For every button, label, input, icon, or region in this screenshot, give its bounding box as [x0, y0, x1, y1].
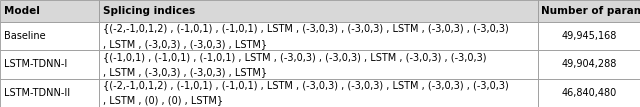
Bar	[99, 0, 538, 22]
Bar	[99, 22, 538, 50]
Text: Model: Model	[4, 6, 40, 16]
Text: LSTM-TDNN-I: LSTM-TDNN-I	[4, 59, 67, 69]
Text: {(-2,-1,0,1,2) , (-1,0,1) , (-1,0,1) , LSTM , (-3,0,3) , (-3,0,3) , LSTM , (-3,0: {(-2,-1,0,1,2) , (-1,0,1) , (-1,0,1) , L…	[103, 23, 509, 33]
Bar	[0, 79, 99, 107]
Bar	[538, 50, 640, 79]
Text: , LSTM , (-3,0,3) , (-3,0,3) , LSTM}: , LSTM , (-3,0,3) , (-3,0,3) , LSTM}	[103, 39, 267, 49]
Text: LSTM-TDNN-II: LSTM-TDNN-II	[4, 88, 70, 98]
Bar	[99, 79, 538, 107]
Text: 49,904,288: 49,904,288	[561, 59, 616, 69]
Text: Number of parameters: Number of parameters	[541, 6, 640, 16]
Bar	[0, 22, 99, 50]
Text: Baseline: Baseline	[4, 31, 45, 41]
Bar	[0, 0, 99, 22]
Bar	[0, 50, 99, 79]
Text: 46,840,480: 46,840,480	[561, 88, 616, 98]
Bar	[538, 22, 640, 50]
Text: , LSTM , (-3,0,3) , (-3,0,3) , LSTM}: , LSTM , (-3,0,3) , (-3,0,3) , LSTM}	[103, 67, 267, 77]
Text: 49,945,168: 49,945,168	[561, 31, 616, 41]
Text: Splicing indices: Splicing indices	[103, 6, 195, 16]
Bar	[99, 50, 538, 79]
Bar	[538, 79, 640, 107]
Bar	[538, 0, 640, 22]
Text: {(-1,0,1) , (-1,0,1) , (-1,0,1) , LSTM , (-3,0,3) , (-3,0,3) , LSTM , (-3,0,3) ,: {(-1,0,1) , (-1,0,1) , (-1,0,1) , LSTM ,…	[103, 52, 486, 62]
Text: {(-2,-1,0,1,2) , (-1,0,1) , (-1,0,1) , LSTM , (-3,0,3) , (-3,0,3) , LSTM , (-3,0: {(-2,-1,0,1,2) , (-1,0,1) , (-1,0,1) , L…	[103, 80, 509, 90]
Text: , LSTM , (0) , (0) , LSTM}: , LSTM , (0) , (0) , LSTM}	[103, 95, 223, 106]
